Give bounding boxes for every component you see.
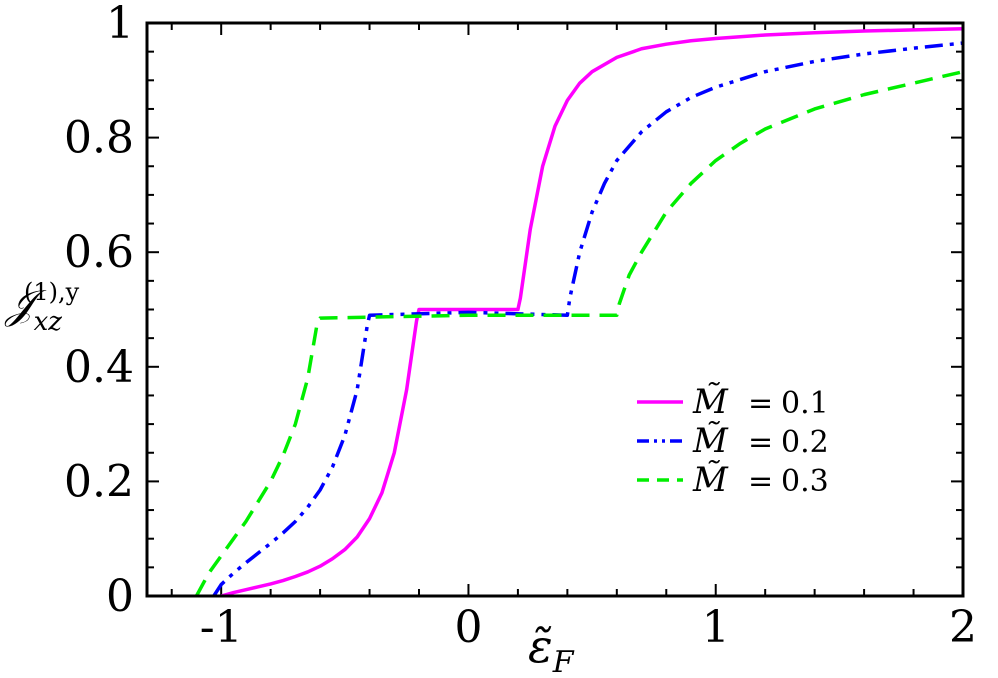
- series-line-1: [220, 26, 963, 596]
- legend-symbol: M̃: [692, 460, 729, 500]
- y-tick-labels: 0 0.2 0.4 0.6 0.8 1: [64, 0, 134, 622]
- y-tick-label: 1: [106, 0, 134, 49]
- legend-equals: =: [748, 464, 773, 499]
- y-tick-label: 0.6: [64, 227, 134, 278]
- x-tick-label: 2: [949, 602, 977, 653]
- legend-value: 0.1: [781, 386, 829, 421]
- legend-value: 0.3: [781, 464, 829, 499]
- series-layer: [194, 26, 963, 596]
- series-line-3: [194, 69, 963, 596]
- legend-symbol: M̃: [692, 382, 729, 422]
- legend-symbol: M̃: [692, 421, 729, 461]
- legend-equals: =: [748, 425, 773, 460]
- y-tick-label: 0.4: [64, 342, 134, 393]
- plot-frame: [145, 21, 965, 598]
- x-tick-labels: -1 0 1 2: [200, 602, 977, 653]
- legend: M̃ = 0.1M̃ = 0.2M̃ = 0.3: [637, 382, 829, 500]
- y-axis-label: 𝒥xz(1),y: [4, 278, 80, 337]
- y-tick-label: 0: [106, 571, 134, 622]
- x-tick-label: 0: [454, 602, 482, 653]
- y-tick-label: 0.2: [64, 456, 134, 507]
- x-tick-label: 1: [702, 602, 730, 653]
- axis-ticks: [147, 22, 964, 597]
- series-line-2: [212, 41, 963, 596]
- x-axis-label: ε̃F: [528, 619, 575, 678]
- legend-value: 0.2: [781, 425, 829, 460]
- x-tick-label: -1: [200, 602, 243, 653]
- legend-equals: =: [748, 386, 773, 421]
- y-tick-label: 0.8: [64, 113, 134, 164]
